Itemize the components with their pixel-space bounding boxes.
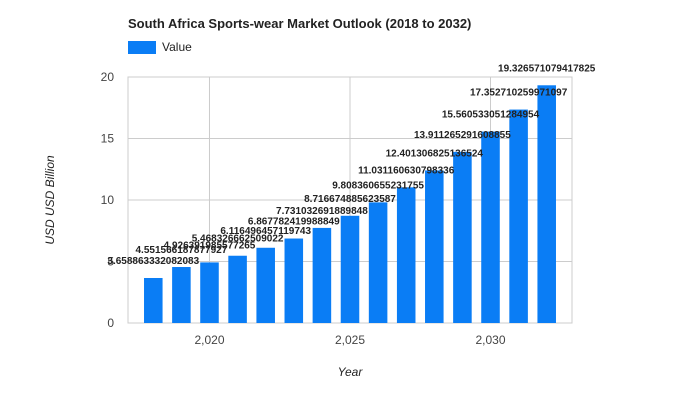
data-label: 13.911265291608855 <box>414 130 511 141</box>
data-label: 17.352710259971097 <box>470 88 568 99</box>
legend: Value <box>128 40 192 54</box>
data-label: 8.716674885623587 <box>304 194 396 205</box>
chart-title: South Africa Sports-wear Market Outlook … <box>128 16 472 31</box>
data-label: 6.867782419988849 <box>248 217 340 228</box>
bar <box>144 277 163 323</box>
data-label: 11.031160630798336 <box>358 165 455 176</box>
bar <box>256 247 275 323</box>
bar <box>200 262 219 323</box>
y-tick-label: 5 <box>107 255 114 269</box>
legend-swatch <box>128 40 156 54</box>
y-tick-label: 20 <box>101 70 115 84</box>
x-tick-label: 2,025 <box>335 333 365 347</box>
x-tick-label: 2,020 <box>194 333 224 347</box>
data-label: 3.658863332082083 <box>107 256 199 267</box>
data-label: 9.808360655231755 <box>332 180 424 191</box>
y-tick-label: 10 <box>101 193 115 207</box>
data-label: 6.116496457119743 <box>220 226 311 237</box>
data-label: 15.560533051284954 <box>442 110 540 121</box>
bar <box>312 227 332 323</box>
data-label: 5.468326662509022 <box>192 234 284 245</box>
bar <box>340 215 360 323</box>
data-label: 19.326571079417825 <box>498 63 596 74</box>
data-label: 4.926391985577265 <box>164 240 256 251</box>
bar <box>228 255 247 323</box>
bar <box>284 238 304 323</box>
y-axis-title: USD USD Billion <box>43 155 57 245</box>
bar <box>509 109 528 323</box>
bar <box>396 187 416 323</box>
bar <box>425 170 444 323</box>
bar <box>481 131 500 323</box>
x-tick-label: 2,030 <box>475 333 505 347</box>
bar <box>368 202 388 323</box>
x-axis-title: Year <box>338 365 364 379</box>
bar <box>537 85 556 323</box>
y-tick-label: 0 <box>107 316 114 330</box>
legend-label: Value <box>162 40 192 54</box>
y-tick-label: 15 <box>101 132 115 146</box>
data-label: 7.731032691889848 <box>276 206 368 217</box>
bar <box>172 267 191 323</box>
data-label: 4.551566187877927 <box>136 245 228 256</box>
data-label: 12.401306825136524 <box>386 148 484 159</box>
bar <box>453 151 472 323</box>
